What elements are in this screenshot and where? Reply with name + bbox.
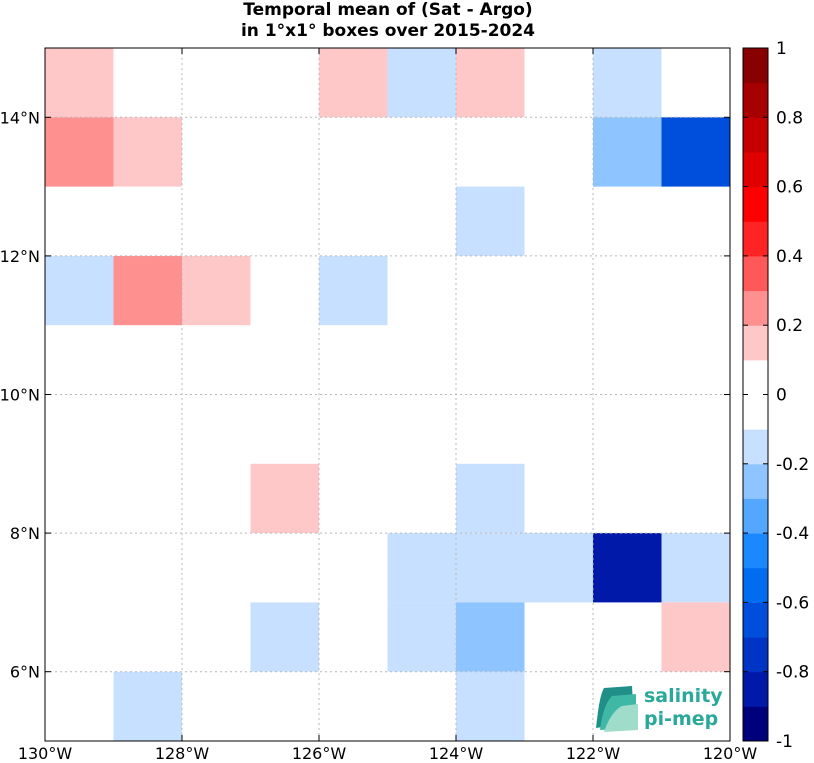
colorbar-segment <box>743 637 768 673</box>
x-tick-label: 128°W <box>155 744 210 763</box>
heatmap-cell <box>661 117 730 187</box>
colorbar-tick-label: -0.4 <box>776 524 809 544</box>
x-tick-label: 124°W <box>429 744 484 763</box>
colorbar-segment <box>743 82 768 118</box>
y-axis: 6°N 8°N 10°N 12°N 14°N <box>0 108 730 682</box>
logo-line-2: pi-mep <box>644 708 718 730</box>
colorbar-segment <box>743 359 768 395</box>
heatmap-cell <box>524 533 593 603</box>
colorbar-segment <box>743 394 768 430</box>
y-tick-label: 12°N <box>0 247 40 266</box>
logo-wave-icon <box>596 686 638 732</box>
heatmap-cell <box>250 463 319 534</box>
colorbar-segment <box>743 429 768 465</box>
heatmap-cell <box>250 602 319 672</box>
heatmap-cell <box>319 48 388 118</box>
chart-title: Temporal mean of (Sat - Argo) in 1°x1° b… <box>0 0 776 42</box>
salinity-pimep-logo: salinity pi-mep <box>596 685 723 732</box>
colorbar-segment <box>743 290 768 326</box>
x-tick-label: 126°W <box>292 744 347 763</box>
title-line-1: Temporal mean of (Sat - Argo) <box>243 0 533 20</box>
colorbar-tick-label: -1 <box>776 732 793 752</box>
colorbar-segment <box>743 221 768 257</box>
colorbar-segment <box>743 255 768 292</box>
colorbar-segment <box>743 706 768 742</box>
colorbar-segment <box>743 463 768 499</box>
heatmap-cell <box>456 463 525 534</box>
heatmap-cell <box>387 48 456 118</box>
colorbar-tick-label: 0 <box>776 386 787 406</box>
heatmap-cell <box>387 533 456 603</box>
heatmap-cell <box>456 533 525 603</box>
heatmap-cell <box>456 48 525 118</box>
heatmap-cell <box>456 671 525 741</box>
heatmap-cell <box>661 602 730 672</box>
heatmap-cell <box>593 533 662 603</box>
colorbar-segment <box>743 567 768 603</box>
heatmap-cell <box>661 533 730 603</box>
colorbar-segment <box>743 151 768 188</box>
colorbar-segment <box>743 671 768 707</box>
colorbar: 1 0.8 0.6 0.4 0.2 0 -0.2 -0.4 -0.6 -0.8 -1 <box>742 39 809 752</box>
colorbar-segment <box>743 602 768 638</box>
y-tick-label: 14°N <box>0 108 40 127</box>
heatmap-cell <box>456 186 525 256</box>
logo-line-1: salinity <box>644 685 723 707</box>
colorbar-tick-label: 0.2 <box>776 316 803 336</box>
x-tick-label: 122°W <box>566 744 621 763</box>
colorbar-segment <box>743 533 768 569</box>
heatmap-cell <box>182 255 251 326</box>
title-line-2: in 1°x1° boxes over 2015-2024 <box>240 21 536 41</box>
colorbar-tick-label: -0.8 <box>776 663 809 683</box>
heatmap-cell <box>45 117 114 187</box>
x-tick-label: 130°W <box>18 744 73 763</box>
heatmap-cell <box>387 602 456 672</box>
colorbar-tick-label: -0.2 <box>776 455 809 475</box>
x-tick-label: 120°W <box>703 744 758 763</box>
colorbar-segment <box>743 325 768 361</box>
x-axis: 130°W 128°W 126°W 124°W 122°W 120°W <box>18 48 758 763</box>
colorbar-segment <box>743 117 768 153</box>
colorbar-tick-label: 0.6 <box>776 178 803 198</box>
colorbar-segment <box>743 498 768 534</box>
colorbar-tick-label: 1 <box>776 39 787 59</box>
heatmap-cell <box>113 671 182 741</box>
colorbar-tick-label: -0.6 <box>776 593 809 613</box>
grid-lines <box>44 48 731 741</box>
heatmap-cell <box>593 117 662 187</box>
heatmap-cell <box>45 255 114 326</box>
heatmap-cell <box>456 602 525 672</box>
heatmap-cell <box>45 48 114 118</box>
colorbar-segment <box>743 186 768 222</box>
colorbar-tick-label: 0.8 <box>776 108 803 128</box>
heatmap-cell <box>593 48 662 118</box>
y-tick-label: 6°N <box>10 663 40 682</box>
y-tick-label: 10°N <box>0 386 40 405</box>
colorbar-segment <box>743 48 768 84</box>
heatmap-cells <box>45 48 730 741</box>
heatmap-cell <box>319 255 388 326</box>
colorbar-tick-label: 0.4 <box>776 247 803 267</box>
y-tick-label: 8°N <box>10 524 40 543</box>
heatmap-cell <box>113 255 182 326</box>
heatmap-cell <box>113 117 182 187</box>
